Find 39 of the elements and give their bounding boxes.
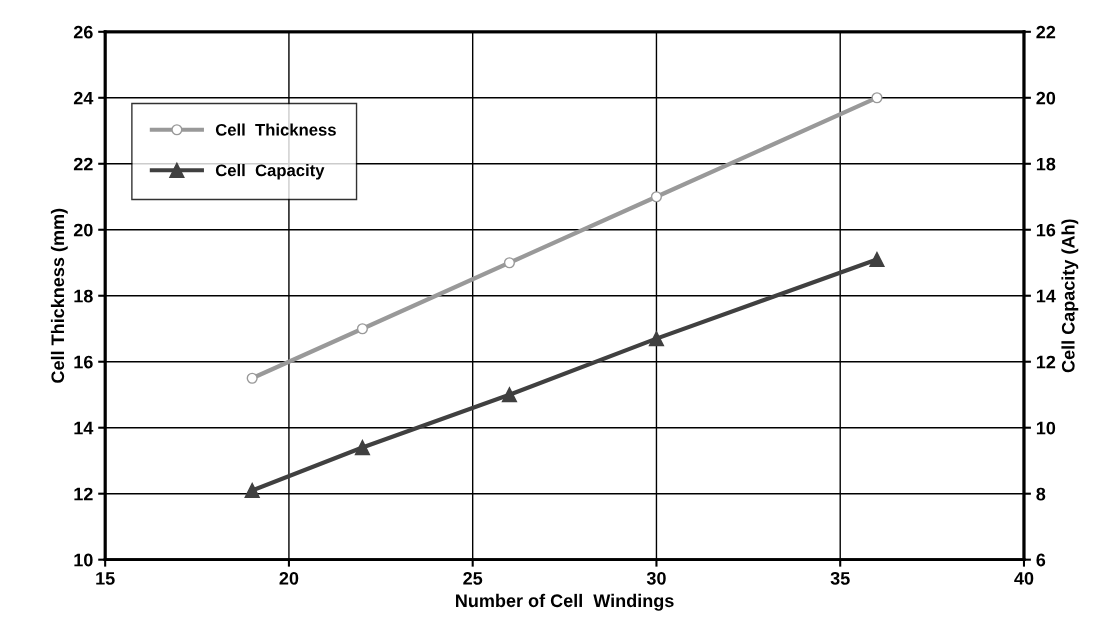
x-tick-label: 15: [96, 572, 115, 585]
y-tick-label: 10: [74, 553, 93, 567]
y2-tick-label: 12: [1036, 355, 1056, 369]
point: [354, 439, 371, 456]
point: [650, 191, 663, 203]
point: [244, 482, 260, 499]
y-tick-label: 24: [73, 91, 94, 105]
y-tick-label: 16: [74, 355, 93, 369]
x-tick-label: 30: [646, 571, 666, 585]
y2-tick-label: 20: [1036, 91, 1056, 105]
x-tick-label: 25: [463, 571, 483, 585]
point: [246, 372, 258, 384]
point: [356, 323, 368, 335]
y2-tick-label: 8: [1036, 487, 1046, 501]
legend-label: Cell Capacity: [215, 164, 325, 180]
y2-tick-label: 18: [1036, 157, 1056, 171]
point: [871, 92, 883, 104]
y-tick-label: 20: [73, 223, 93, 237]
y-tick-label: 22: [73, 157, 93, 171]
y2-tick-label: 14: [1036, 289, 1056, 303]
x-axis-title: Number of Cell Windings: [456, 593, 674, 611]
y-tick-label: 12: [74, 487, 93, 501]
y2-tick-label: 22: [1036, 25, 1056, 39]
x-tick-label: 35: [830, 571, 850, 585]
point: [648, 330, 665, 347]
y-tick-label: 18: [74, 289, 93, 303]
x-tick-label: 40: [1014, 571, 1034, 585]
y2-tick-label: 6: [1036, 553, 1046, 567]
point: [869, 251, 885, 268]
y-axis-title: Cell Thickness (mm): [50, 208, 68, 383]
y-tick-label: 14: [74, 421, 94, 435]
x-tick-label: 20: [279, 571, 299, 585]
point: [501, 387, 518, 403]
point: [503, 257, 515, 269]
y2-tick-label: 16: [1036, 223, 1056, 237]
y-tick-label: 26: [73, 25, 93, 39]
legend-label: Cell Thickness: [215, 123, 336, 136]
y2-axis-title: Cell Capacity (Ah): [1061, 219, 1079, 373]
y2-tick-label: 10: [1036, 421, 1056, 435]
